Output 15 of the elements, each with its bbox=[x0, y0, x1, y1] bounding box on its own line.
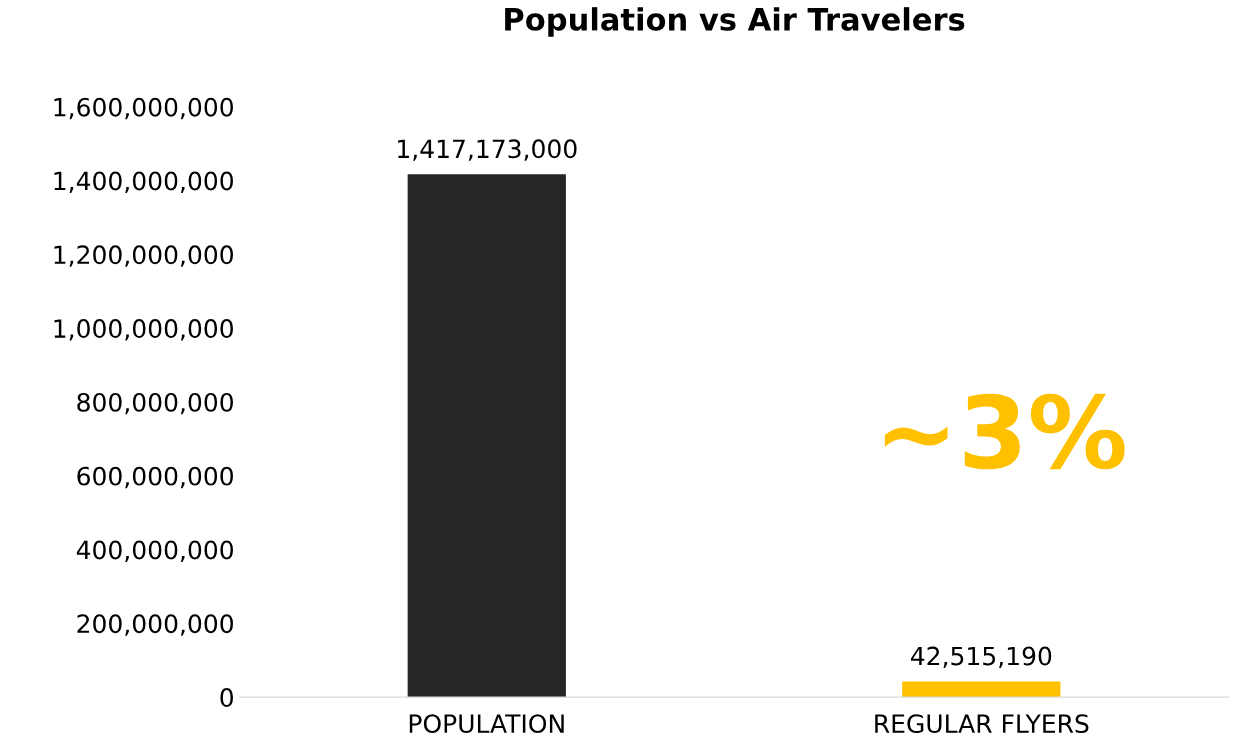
data-label: 42,515,190 bbox=[910, 646, 1052, 669]
x-tick-label: REGULAR FLYERS bbox=[875, 714, 1089, 734]
y-tick-label: 200,000,000 bbox=[77, 614, 233, 636]
x-tick-label: POPULATION bbox=[409, 714, 564, 734]
y-tick-label: 1,000,000,000 bbox=[54, 319, 233, 341]
y-tick-label: 600,000,000 bbox=[77, 466, 233, 489]
y-tick-label: 1,200,000,000 bbox=[54, 245, 233, 267]
annotation: ~3% bbox=[884, 393, 1125, 470]
data-label: 1,417,173,000 bbox=[398, 139, 577, 161]
chart-title: Population vs Air Travelers bbox=[505, 7, 965, 37]
y-tick-label: 1,600,000,000 bbox=[54, 97, 233, 120]
y-tick-label: 800,000,000 bbox=[77, 392, 233, 415]
y-tick-label: 1,400,000,000 bbox=[54, 171, 233, 193]
y-tick-label: 400,000,000 bbox=[76, 540, 233, 562]
y-tick-label: 0 bbox=[220, 688, 233, 707]
